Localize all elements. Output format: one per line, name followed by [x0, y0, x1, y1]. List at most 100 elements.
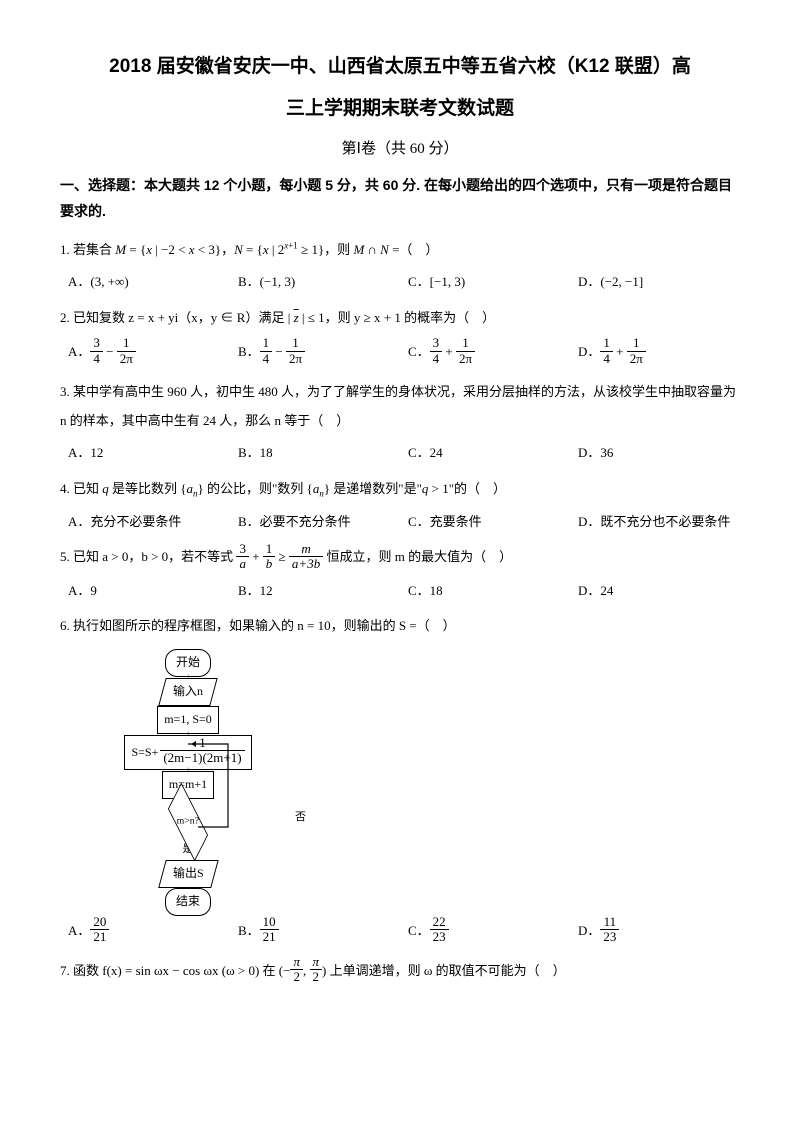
- q5-pre: 5. 已知 a > 0，b > 0，若不等式: [60, 549, 236, 564]
- frac-den: 2: [290, 970, 303, 984]
- frac-den: 4: [90, 352, 103, 366]
- q1-opt-b: B．(−1, 3): [230, 270, 400, 293]
- title-line1: 2018 届安徽省安庆一中、山西省太原五中等五省六校（K12 联盟）高: [60, 50, 740, 84]
- frac-num: 3: [236, 542, 249, 557]
- q4-opt-b: B．必要不充分条件: [230, 510, 400, 533]
- q1-opt-a: A．(3, +∞): [60, 270, 230, 293]
- q7-pre: 7. 函数 f(x) = sin ωx − cos ωx (ω > 0) 在 (…: [60, 963, 290, 978]
- frac-num: 20: [90, 915, 109, 930]
- title-line2: 三上学期期末联考文数试题: [60, 92, 740, 126]
- frac-den: 4: [430, 352, 443, 366]
- frac-num: 1: [263, 542, 276, 557]
- q1-opt-c: C．[−1, 3): [400, 270, 570, 293]
- q3-opt-b: B．18: [230, 441, 400, 464]
- frac-den: 2: [310, 970, 323, 984]
- frac-num: 22: [430, 915, 449, 930]
- q5-opt-d: D．24: [570, 579, 740, 602]
- q4-opt-c: C．充要条件: [400, 510, 570, 533]
- q3-opt-d: D．36: [570, 441, 740, 464]
- frac-num: 1: [456, 336, 475, 351]
- q5-opt-b: B．12: [230, 579, 400, 602]
- q6-opt-d: D．1123: [570, 917, 740, 947]
- q1-text: 1. 若集合 M = {x | −2 < x < 3}，N = {x | 2x+…: [60, 242, 438, 257]
- q5-post: 恒成立，则 m 的最大值为（ ）: [323, 549, 512, 564]
- q6-opt-b: B．1021: [230, 917, 400, 947]
- instructions: 一、选择题：本大题共 12 个小题，每小题 5 分，共 60 分. 在每小题给出…: [60, 173, 740, 223]
- q2-options: A．34 − 12π B．14 − 12π C．34 + 12π D．14 + …: [60, 338, 740, 368]
- q2-b-label: B．: [238, 344, 260, 359]
- frac-den: 2π: [456, 352, 475, 366]
- q7-post: ) 上单调递增，则 ω 的取值不可能为（ ）: [322, 963, 566, 978]
- frac-den: a+3b: [289, 557, 323, 571]
- frac-num: π: [310, 955, 323, 970]
- q2-opt-c: C．34 + 12π: [400, 338, 570, 368]
- question-6: 6. 执行如图所示的程序框图，如果输入的 n = 10，则输出的 S =（ ）: [60, 612, 740, 641]
- q2-opt-a: A．34 − 12π: [60, 338, 230, 368]
- q6-d-label: D．: [578, 923, 600, 938]
- frac-num: 1: [160, 736, 244, 751]
- question-5: 5. 已知 a > 0，b > 0，若不等式 3a + 1b ≥ ma+3b 恒…: [60, 543, 740, 573]
- q1-options: A．(3, +∞) B．(−1, 3) C．[−1, 3) D．(−2, −1]: [60, 270, 740, 293]
- question-1: 1. 若集合 M = {x | −2 < x < 3}，N = {x | 2x+…: [60, 236, 740, 265]
- q5-options: A．9 B．12 C．18 D．24: [60, 579, 740, 602]
- q3-options: A．12 B．18 C．24 D．36: [60, 441, 740, 464]
- frac-den: b: [263, 557, 276, 571]
- q2-text-post: | ≤ 1，则 y ≥ x + 1 的概率为（ ）: [299, 310, 495, 325]
- frac-den: 2π: [286, 352, 305, 366]
- q6-b-label: B．: [238, 923, 260, 938]
- frac-den: a: [236, 557, 249, 571]
- q4-options: A．充分不必要条件 B．必要不充分条件 C．充要条件 D．既不充分也不必要条件: [60, 510, 740, 533]
- q2-d-label: D．: [578, 344, 600, 359]
- q2-opt-b: B．14 − 12π: [230, 338, 400, 368]
- frac-den: 4: [600, 352, 613, 366]
- q5-opt-c: C．18: [400, 579, 570, 602]
- q3-opt-c: C．24: [400, 441, 570, 464]
- frac-den: 21: [90, 930, 109, 944]
- frac-num: m: [289, 542, 323, 557]
- q2-opt-d: D．14 + 12π: [570, 338, 740, 368]
- flow-input: 输入n: [158, 678, 217, 706]
- flowchart: 开始 ↓ 输入n ↓ m=1, S=0 ↓ S=S+ 1(2m−1)(2m+1)…: [68, 649, 740, 909]
- q4-opt-a: A．充分不必要条件: [60, 510, 230, 533]
- flow-calc: S=S+ 1(2m−1)(2m+1): [124, 735, 251, 771]
- q1-opt-d: D．(−2, −1]: [570, 270, 740, 293]
- question-7: 7. 函数 f(x) = sin ωx − cos ωx (ω > 0) 在 (…: [60, 957, 740, 987]
- q4-opt-d: D．既不充分也不必要条件: [570, 510, 740, 533]
- frac-num: 3: [430, 336, 443, 351]
- q2-a-label: A．: [68, 344, 90, 359]
- question-2: 2. 已知复数 z = x + yi（x，y ∈ R）满足 | z | ≤ 1，…: [60, 304, 740, 333]
- flow-input-text: 输入n: [173, 681, 203, 703]
- frac-num: 11: [600, 915, 619, 930]
- frac-num: 3: [90, 336, 103, 351]
- frac-num: 10: [260, 915, 279, 930]
- q3-opt-a: A．12: [60, 441, 230, 464]
- q5-opt-a: A．9: [60, 579, 230, 602]
- q6-options: A．2021 B．1021 C．2223 D．1123: [60, 917, 740, 947]
- frac-num: 1: [260, 336, 273, 351]
- frac-den: 23: [600, 930, 619, 944]
- flow-calc-pre: S=S+: [131, 742, 158, 764]
- q6-c-label: C．: [408, 923, 430, 938]
- section-header: 第Ⅰ卷（共 60 分）: [60, 136, 740, 163]
- frac-num: π: [290, 955, 303, 970]
- frac-num: 1: [286, 336, 305, 351]
- question-4: 4. 已知 q 是等比数列 {an} 的公比，则"数列 {an} 是递增数列"是…: [60, 475, 740, 504]
- q6-a-label: A．: [68, 923, 90, 938]
- q2-c-label: C．: [408, 344, 430, 359]
- q2-text-pre: 2. 已知复数 z = x + yi（x，y ∈ R）满足 |: [60, 310, 294, 325]
- flow-no: 否: [295, 808, 306, 828]
- frac-num: 1: [627, 336, 646, 351]
- q6-opt-c: C．2223: [400, 917, 570, 947]
- flow-end: 结束: [165, 888, 211, 916]
- frac-den: 21: [260, 930, 279, 944]
- flow-cond-text: m>n?: [177, 813, 200, 831]
- frac-den: 4: [260, 352, 273, 366]
- flow-output-text: 输出S: [173, 863, 204, 885]
- frac-den: 2π: [117, 352, 136, 366]
- frac-num: 1: [117, 336, 136, 351]
- q6-opt-a: A．2021: [60, 917, 230, 947]
- flow-output: 输出S: [158, 860, 218, 888]
- frac-den: 2π: [627, 352, 646, 366]
- frac-den: 23: [430, 930, 449, 944]
- question-3: 3. 某中学有高中生 960 人，初中生 480 人，为了了解学生的身体状况，采…: [60, 378, 740, 435]
